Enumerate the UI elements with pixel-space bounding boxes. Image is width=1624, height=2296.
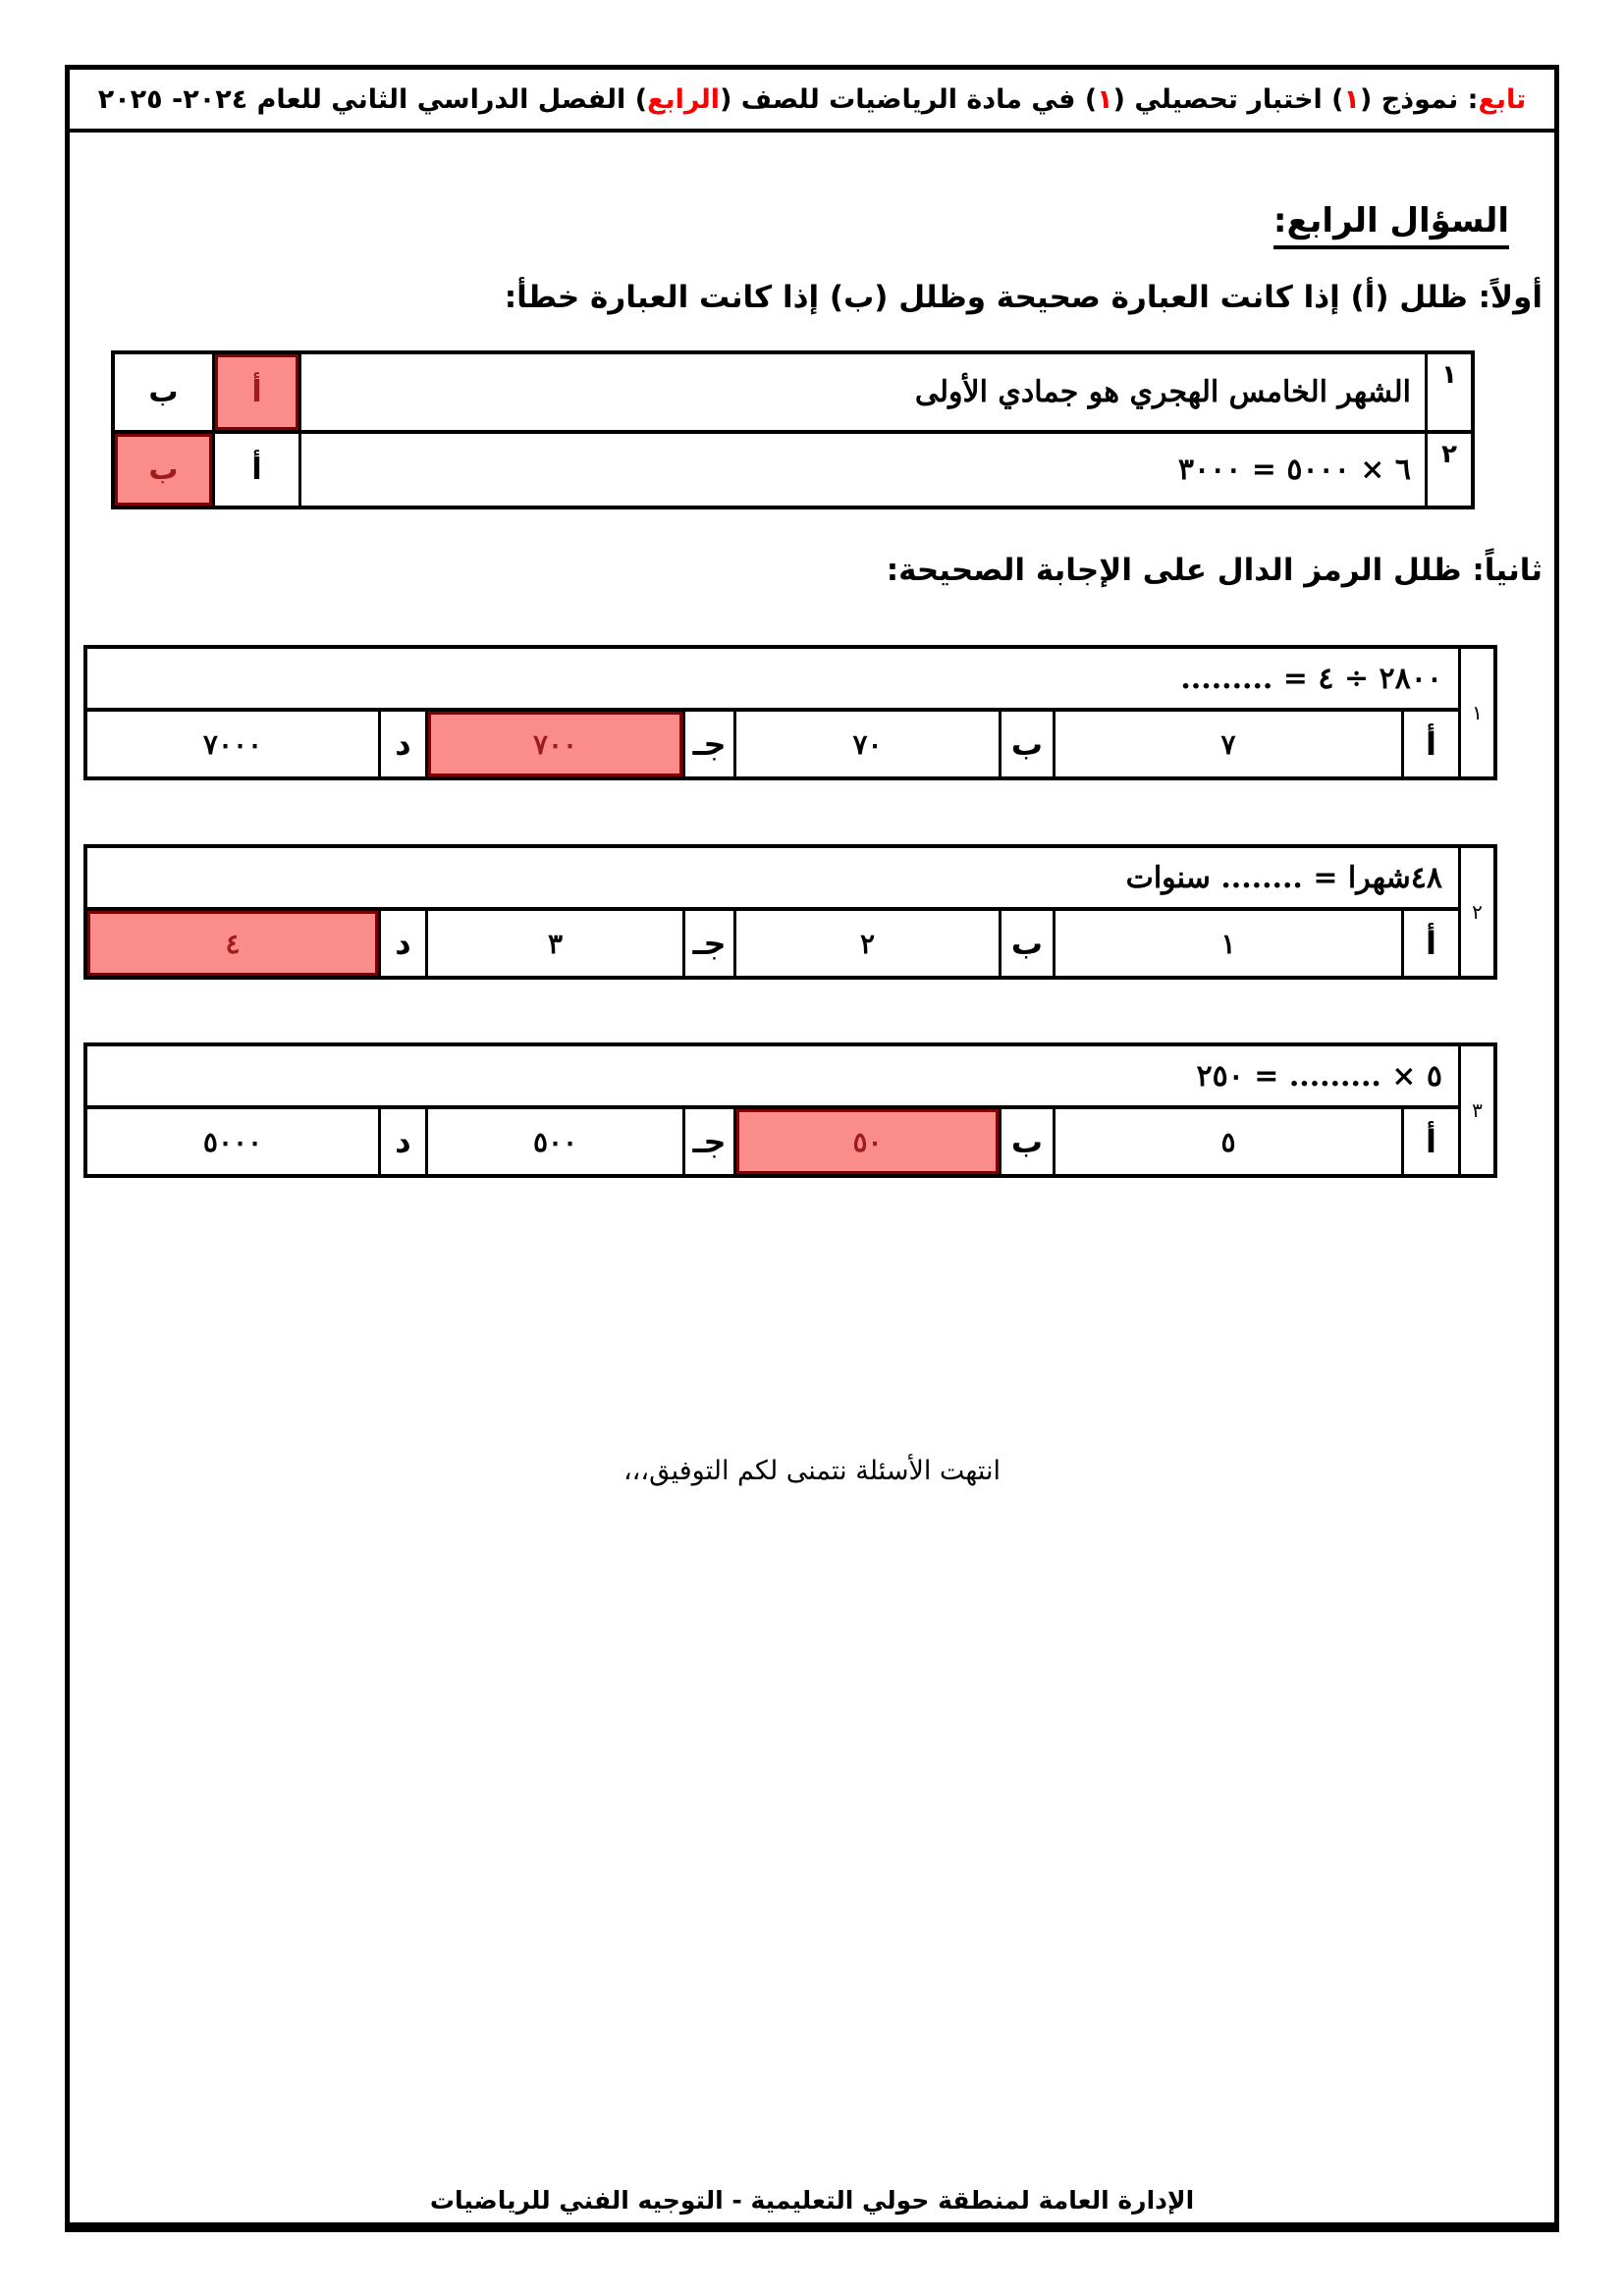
mcq-body: ٤٨شهرا = ........ سنوات أ ١ ب ٢ جـ ٣ د ٤ [87, 848, 1458, 976]
question-text: ٥ × ......... = ٢٥٠ [87, 1046, 1458, 1109]
mcq-body: ٢٨٠٠ ÷ ٤ = ......... أ ٧ ب ٧٠ جـ ٧٠٠ د ٧٠٠٠ [87, 649, 1458, 776]
option-value-cell[interactable]: ٣ [425, 911, 682, 976]
option-value-cell[interactable]: ٧٠ [733, 712, 999, 776]
header-text-part: ١ [1343, 83, 1361, 115]
option-letter-cell[interactable]: أ [1401, 1109, 1458, 1174]
closing-text: انتهت الأسئلة نتمنى لكم التوفيق،،، [623, 1456, 1001, 1486]
page-border: تابع : نموذج ( ١ ) اختبار تحصيلي ( ١ ) ف… [65, 65, 1559, 2232]
option-letter-cell[interactable]: أ [1401, 712, 1458, 776]
true-false-table: ١ الشهر الخامس الهجري هو جمادي الأولى أ ب ٢ ٦… [111, 350, 1475, 509]
option-value-cell[interactable]: ٧ [1053, 712, 1401, 776]
option-value-cell[interactable]: ٥٠٠٠ [202, 1125, 263, 1158]
question-number: ٣ [1458, 1046, 1493, 1174]
option-value-cell[interactable]: ٧٠٠٠ [202, 727, 263, 761]
header-text-part: ١ [1097, 83, 1113, 115]
statement-text: ٦ × ٥٠٠٠ = ٣٠٠٠ [298, 434, 1425, 506]
header-text-part: ) في مادة الرياضيات للصف ( [720, 83, 1098, 115]
section2-instruction: ثانياً: ظلل الرمز الدال على الإجابة الصح… [886, 553, 1543, 588]
option-value-cell-shaded[interactable]: ٧٠٠ [425, 712, 682, 776]
option-letter-cell[interactable]: د [378, 911, 425, 976]
header-text-part: ) الفصل الدراسي الثاني للعام ٢٠٢٤- ٢٠٢٥ [97, 83, 648, 115]
statement-text: الشهر الخامس الهجري هو جمادي الأولى [298, 354, 1425, 430]
option-letter-cell[interactable]: جـ [682, 1109, 733, 1174]
option-letter-cell[interactable]: ب [999, 712, 1053, 776]
choice-a-cell[interactable]: أ [212, 434, 298, 506]
option-letter-cell[interactable]: د [378, 712, 425, 776]
question-number: ٢ [1458, 848, 1493, 976]
option-value-cell[interactable]: ٢ [733, 911, 999, 976]
option-letter-cell[interactable]: د [378, 1109, 425, 1174]
row-number: ٢ [1425, 434, 1471, 506]
question-text: ٢٨٠٠ ÷ ٤ = ......... [87, 649, 1458, 712]
option-letter-cell[interactable]: ب [999, 911, 1053, 976]
table-row: ١ الشهر الخامس الهجري هو جمادي الأولى أ ب [115, 354, 1471, 430]
option-value-cell-shaded[interactable]: ٤ [87, 911, 378, 976]
option-value-cell-shaded[interactable]: ٥٠ [733, 1109, 999, 1174]
header-text-part: الرابع [647, 83, 721, 115]
choice-b-cell[interactable]: ب [148, 375, 179, 409]
question-title: السؤال الرابع: [1272, 201, 1509, 249]
row-number: ١ [1425, 354, 1471, 430]
question-number: ١ [1458, 649, 1493, 776]
option-value-cell[interactable]: ١ [1053, 911, 1401, 976]
choice-b-cell[interactable]: ب [115, 434, 212, 506]
header-text-part: ) اختبار تحصيلي ( [1112, 83, 1344, 115]
option-letter-cell[interactable]: جـ [682, 712, 733, 776]
mcq-table-1: ١ ٢٨٠٠ ÷ ٤ = ......... أ ٧ ب ٧٠ جـ ٧٠٠ د ٧٠٠٠ [83, 645, 1497, 780]
option-value-cell[interactable]: ٥ [1053, 1109, 1401, 1174]
options-row: أ ١ ب ٢ جـ ٣ د ٤ [87, 911, 1458, 976]
mcq-table-2: ٢ ٤٨شهرا = ........ سنوات أ ١ ب ٢ جـ ٣ د ٤ [83, 844, 1497, 980]
mcq-body: ٥ × ......... = ٢٥٠ أ ٥ ب ٥٠ جـ ٥٠٠ د ٥٠٠٠ [87, 1046, 1458, 1174]
choice-a-cell[interactable]: أ [212, 354, 298, 430]
section1-instruction: أولاً: ظلل (أ) إذا كانت العبارة صحيحة وظ… [504, 280, 1543, 315]
question-text: ٤٨شهرا = ........ سنوات [87, 848, 1458, 911]
header-text-part: تابع [1478, 83, 1527, 115]
exam-header: تابع : نموذج ( ١ ) اختبار تحصيلي ( ١ ) ف… [70, 70, 1554, 133]
options-row: أ ٧ ب ٧٠ جـ ٧٠٠ د ٧٠٠٠ [87, 712, 1458, 776]
option-letter-cell[interactable]: جـ [682, 911, 733, 976]
page-footer: الإدارة العامة لمنطقة حولي التعليمية - ا… [429, 2186, 1195, 2215]
option-letter-cell[interactable]: ب [999, 1109, 1053, 1174]
option-letter-cell[interactable]: أ [1401, 911, 1458, 976]
option-value-cell[interactable]: ٥٠٠ [425, 1109, 682, 1174]
options-row: أ ٥ ب ٥٠ جـ ٥٠٠ د ٥٠٠٠ [87, 1109, 1458, 1174]
header-text-part: : نموذج ( [1360, 83, 1479, 115]
